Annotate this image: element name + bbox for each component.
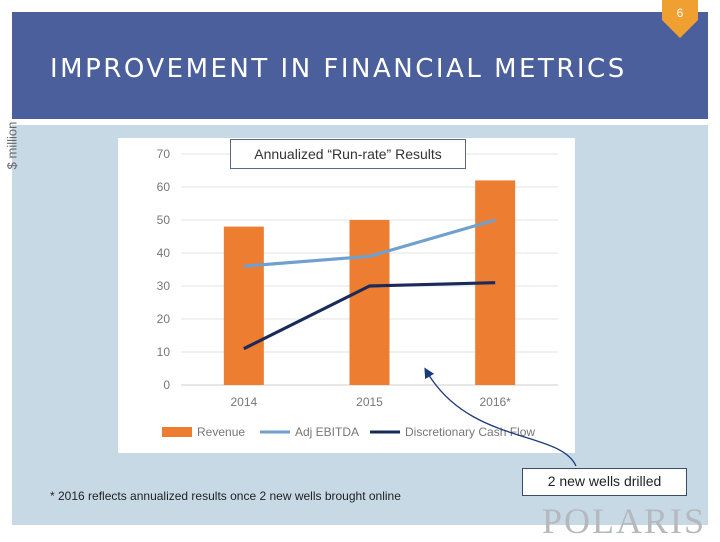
legend-swatch	[162, 427, 192, 437]
chart-title: Annualized “Run-rate” Results	[230, 139, 466, 169]
y-tick-label: 10	[157, 345, 171, 359]
y-tick-label: 60	[157, 180, 171, 194]
callout-box: 2 new wells drilled	[522, 468, 687, 496]
chart: 0 10 20 30 40 50 60 70 2014 2015 2016* Revenue Adj E…	[118, 138, 575, 453]
legend-label: Adj EBITDA	[295, 425, 359, 439]
y-tick-label: 40	[157, 246, 171, 260]
y-tick-label: 30	[157, 279, 171, 293]
y-tick-label: 0	[163, 378, 170, 392]
page-number-badge: 6	[662, 0, 698, 38]
x-tick-label: 2014	[230, 395, 257, 409]
polaris-logo: POLARIS	[542, 501, 707, 541]
x-tick-label: 2016*	[479, 395, 511, 409]
y-tick-label: 70	[157, 147, 171, 161]
page-number: 6	[676, 6, 684, 20]
bar-revenue	[349, 220, 390, 385]
footnote: * 2016 reflects annualized results once …	[50, 489, 401, 503]
y-tick-label: 50	[157, 213, 171, 227]
line-discretionary-cash-flow	[243, 281, 496, 351]
chart-canvas: 0 10 20 30 40 50 60 70 2014 2015 2016* Revenue Adj E…	[157, 147, 558, 439]
slide-header	[12, 12, 708, 119]
y-tick-label: 20	[157, 312, 171, 326]
legend-label: Discretionary Cash Flow	[405, 425, 535, 439]
line-adj-ebitda	[243, 218, 496, 268]
legend-label: Revenue	[197, 425, 245, 439]
x-tick-label: 2015	[356, 395, 383, 409]
bar-revenue	[223, 226, 264, 385]
slide-title: IMPROVEMENT IN FINANCIAL METRICS	[50, 54, 627, 84]
